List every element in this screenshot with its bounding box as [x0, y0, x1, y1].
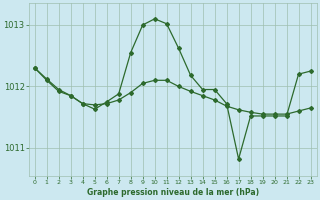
- X-axis label: Graphe pression niveau de la mer (hPa): Graphe pression niveau de la mer (hPa): [87, 188, 259, 197]
